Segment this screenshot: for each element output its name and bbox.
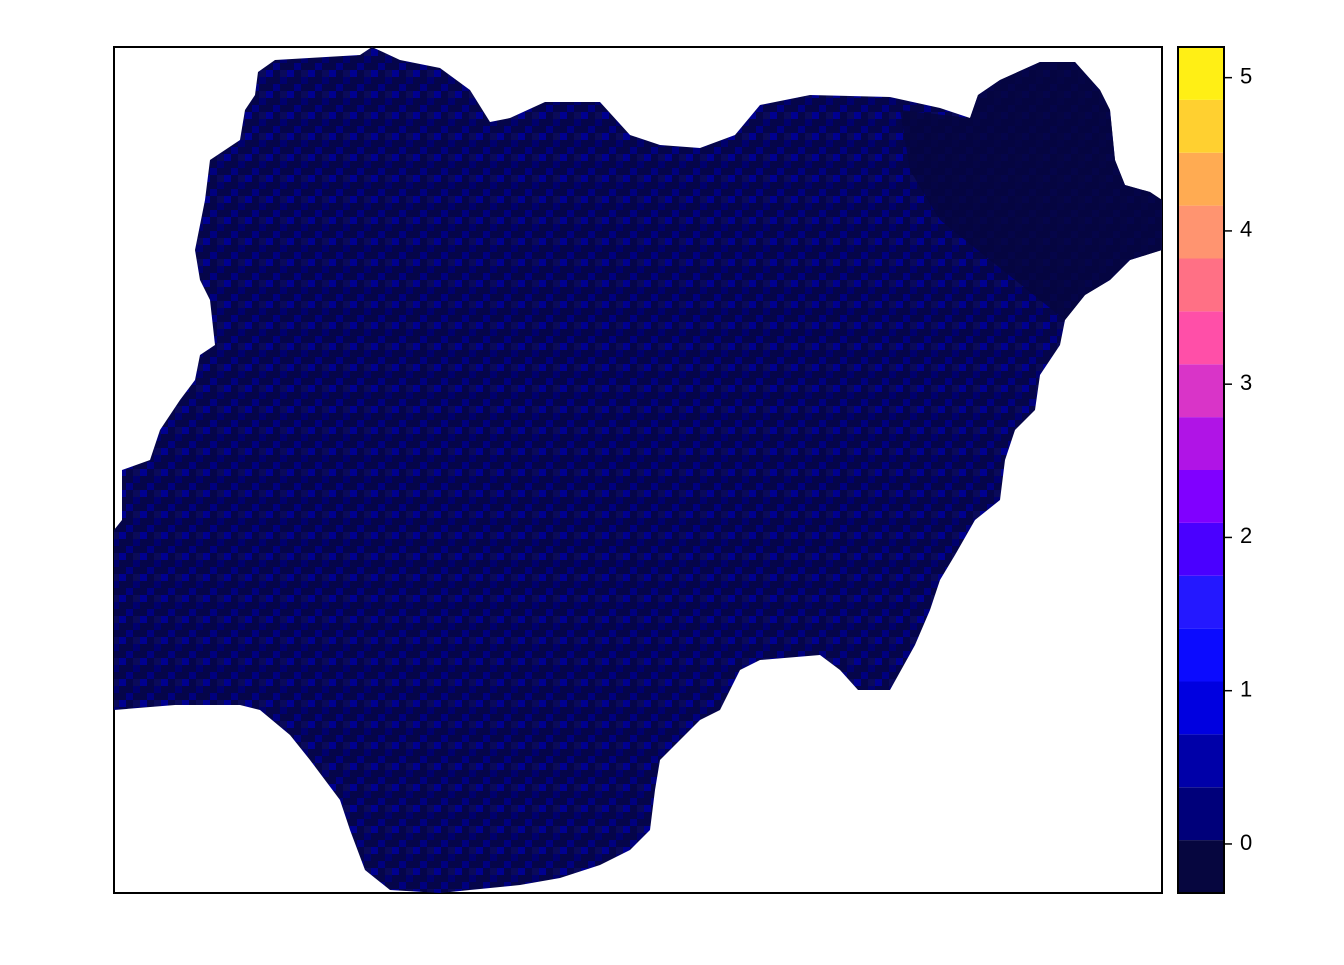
legend-band (1178, 787, 1224, 841)
legend-frame (1177, 46, 1225, 894)
legend-band (1178, 364, 1224, 418)
legend-band (1178, 205, 1224, 259)
legend-band (1178, 734, 1224, 788)
legend-band (1178, 628, 1224, 682)
legend-tick-label: 1 (1240, 677, 1252, 702)
legend-tick-label: 0 (1240, 830, 1252, 855)
legend-band (1178, 152, 1224, 206)
legend-band (1178, 575, 1224, 629)
north-east-dark-region (900, 62, 1162, 320)
legend-band (1178, 470, 1224, 523)
legend-tick-label: 4 (1240, 217, 1252, 242)
legend-tick-label: 5 (1240, 63, 1252, 88)
legend: 0 1 2 3 4 5 (1177, 46, 1252, 894)
legend-band (1178, 99, 1224, 153)
legend-band (1178, 258, 1224, 312)
legend-band (1178, 47, 1224, 100)
legend-tick-label: 2 (1240, 523, 1252, 548)
legend-band (1178, 681, 1224, 735)
legend-band (1178, 522, 1224, 576)
country-raster (114, 47, 1162, 893)
plot-frame (113, 46, 1163, 894)
legend-band (1178, 840, 1224, 893)
legend-tick-label: 3 (1240, 370, 1252, 395)
legend-band (1178, 311, 1224, 365)
legend-band (1178, 417, 1224, 470)
